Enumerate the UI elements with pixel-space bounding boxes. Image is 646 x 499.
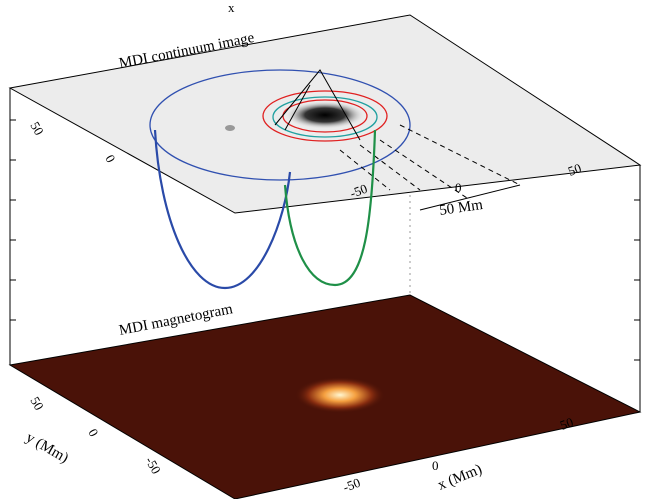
pore (225, 125, 235, 131)
upper-x-tick: 0 (455, 180, 462, 195)
sunspot (285, 101, 365, 129)
x-label: x (Mm) (436, 462, 485, 494)
lower-x-tick: -50 (341, 475, 362, 495)
magnetogram-spot (295, 377, 385, 413)
upper-y-tick: 50 (27, 119, 46, 138)
lower-y-tick: 0 (85, 426, 101, 439)
top-label: x (228, 0, 235, 15)
scale-label: 50 Mm (438, 197, 484, 219)
lower-x-tick: 0 (432, 458, 439, 473)
upper-y-tick: 0 (102, 152, 118, 165)
figure: x MDI continuum image 50 Mm 50 0 -50 0 5… (0, 0, 646, 499)
lower-y-tick: 50 (27, 394, 46, 413)
lower-y-tick: -50 (142, 454, 164, 477)
y-label: y (Mm) (23, 430, 71, 467)
